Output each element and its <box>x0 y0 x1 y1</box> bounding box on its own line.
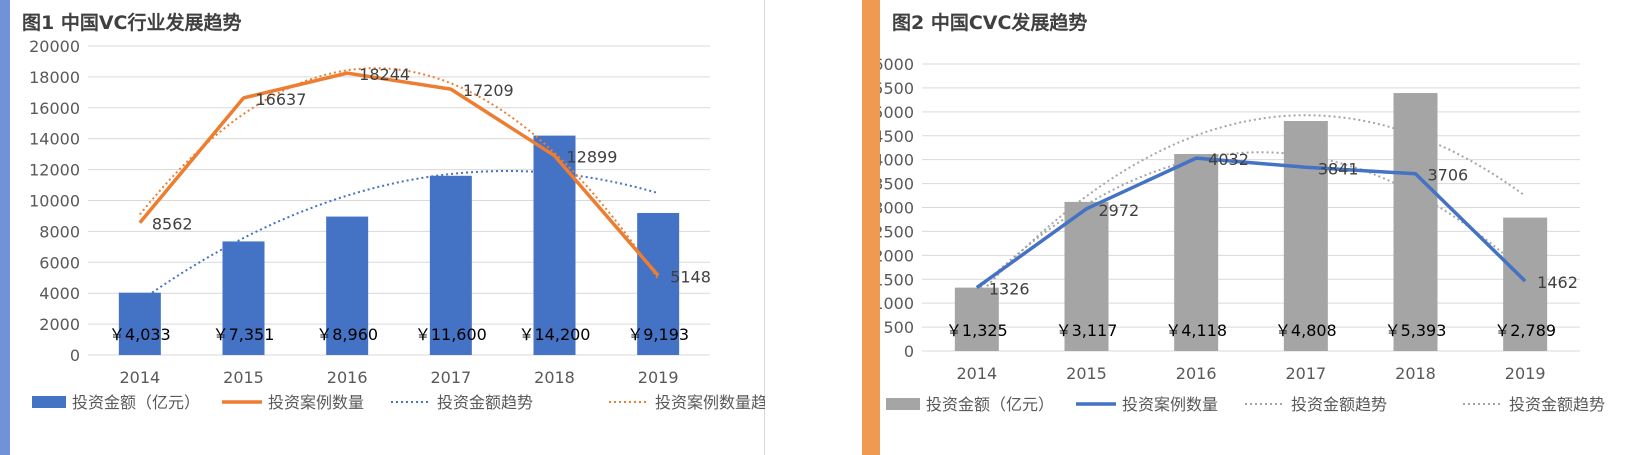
x-tick-label: 2017 <box>1285 364 1326 383</box>
x-tick-label: 2017 <box>430 368 471 387</box>
y-tick-label: 2000 <box>880 246 914 265</box>
bar <box>222 241 265 355</box>
y-tick-label: 1000 <box>880 294 914 313</box>
chart-svg-vc: 0 2000 4000 6000 8000 10000 12000 14000 16000 180… <box>29 37 765 412</box>
bar <box>326 216 369 355</box>
x-tick-label: 2016 <box>327 368 368 387</box>
chart-svg-cvc: 0 500 1000 1500 2000 2500 3000 3500 4000 4500 5000… <box>880 55 1605 414</box>
y-tick-label: 5500 <box>880 79 914 98</box>
line-data-label: 8562 <box>152 215 193 234</box>
bar-data-label: ￥1,325 <box>946 321 1008 340</box>
chart-panel-vc: 图1 中国VC行业发展趋势 0 2000 4000 6000 8000 10000 1200… <box>0 0 765 455</box>
line-trendline <box>976 151 1526 292</box>
y-tick-label: 6000 <box>39 253 80 272</box>
bar-data-label: ￥7,351 <box>213 325 275 344</box>
line-data-label: 16637 <box>256 90 307 109</box>
y-tick-label: 8000 <box>39 222 80 241</box>
y-tick-label: 0 <box>70 346 80 365</box>
y-tick-label: 4500 <box>880 127 914 146</box>
line-data-label: 1326 <box>989 280 1030 299</box>
line-trendline <box>139 67 660 280</box>
x-tick-label: 2019 <box>638 368 679 387</box>
x-tick-label: 2015 <box>1066 364 1107 383</box>
legend-label: 投资金额（亿元） <box>72 393 200 412</box>
bar-data-label: ￥11,600 <box>415 325 487 344</box>
x-tick-label: 2015 <box>223 368 264 387</box>
line-data-label: 18244 <box>359 65 410 84</box>
y-tick-label: 14000 <box>29 130 80 149</box>
line-data-label: 3706 <box>1428 166 1469 185</box>
bar-data-label: ￥5,393 <box>1385 321 1447 340</box>
legend-label: 投资金额趋势 <box>1509 395 1605 414</box>
y-tick-label: 2000 <box>39 315 80 334</box>
legend-swatch-bar <box>32 396 66 408</box>
line-data-label: 3841 <box>1318 159 1359 178</box>
bar <box>1174 154 1219 351</box>
bar-data-label: ￥4,033 <box>109 325 171 344</box>
y-tick-label: 2500 <box>880 222 914 241</box>
panel-gap <box>765 0 862 455</box>
line-data-label: 2972 <box>1099 201 1140 220</box>
chart-panel-cvc: 图2 中国CVC发展趋势 0 500 1000 1500 2000 2500 3000 350… <box>862 0 1628 455</box>
bar-data-label: ￥4,118 <box>1165 321 1227 340</box>
line-data-label: 5148 <box>670 267 711 286</box>
bar-data-label: ￥4,808 <box>1275 321 1337 340</box>
line-data-label: 17209 <box>463 81 514 100</box>
x-tick-label: 2018 <box>534 368 575 387</box>
x-tick-label: 2016 <box>1176 364 1217 383</box>
bar <box>954 287 999 351</box>
y-tick-label: 4000 <box>880 151 914 170</box>
bar <box>1283 121 1328 351</box>
chart-title: 图2 中国CVC发展趋势 <box>892 12 1088 34</box>
legend-label: 投资案例数量 <box>268 393 364 412</box>
bar <box>1064 201 1109 351</box>
y-tick-label: 4000 <box>39 284 80 303</box>
y-tick-label: 1500 <box>880 270 914 289</box>
bar <box>637 212 680 355</box>
bar <box>1503 217 1548 351</box>
legend-label: 投资金额（亿元） <box>926 395 1054 414</box>
legend-label: 投资案例数量趋势 <box>655 393 765 412</box>
line-data-label: 12899 <box>567 148 618 167</box>
x-tick-label: 2014 <box>956 364 997 383</box>
y-tick-label: 16000 <box>29 99 80 118</box>
bar-data-label: ￥3,117 <box>1056 321 1118 340</box>
bar-data-label: ￥2,789 <box>1494 321 1556 340</box>
bar-trendline <box>976 114 1526 298</box>
y-tick-label: 0 <box>904 342 914 361</box>
y-tick-label: 20000 <box>29 37 80 56</box>
y-tick-label: 18000 <box>29 68 80 87</box>
y-tick-label: 500 <box>883 318 914 337</box>
line-series <box>975 156 1527 289</box>
bar-data-label: ￥8,960 <box>316 325 378 344</box>
chart-title: 图1 中国VC行业发展趋势 <box>22 12 242 34</box>
y-tick-label: 12000 <box>29 161 80 180</box>
y-tick-label: 3000 <box>880 199 914 218</box>
line-data-label: 1462 <box>1537 273 1578 292</box>
x-tick-label: 2019 <box>1505 364 1546 383</box>
bar <box>429 175 472 355</box>
bar <box>1393 93 1438 351</box>
legend-label: 投资案例数量 <box>1122 395 1218 414</box>
legend-swatch-bar <box>886 398 920 410</box>
x-tick-label: 2014 <box>119 368 160 387</box>
y-tick-label: 6000 <box>880 55 914 74</box>
x-tick-label: 2018 <box>1395 364 1436 383</box>
y-tick-label: 10000 <box>29 192 80 211</box>
bar-data-label: ￥14,200 <box>519 325 591 344</box>
y-tick-label: 3500 <box>880 175 914 194</box>
legend-label: 投资金额趋势 <box>1291 395 1387 414</box>
line-series <box>138 71 660 277</box>
bar-trendline <box>139 170 659 303</box>
line-data-label: 4032 <box>1208 150 1249 169</box>
bar-data-label: ￥9,193 <box>627 325 689 344</box>
bar <box>118 292 161 355</box>
legend-label: 投资金额趋势 <box>437 393 533 412</box>
